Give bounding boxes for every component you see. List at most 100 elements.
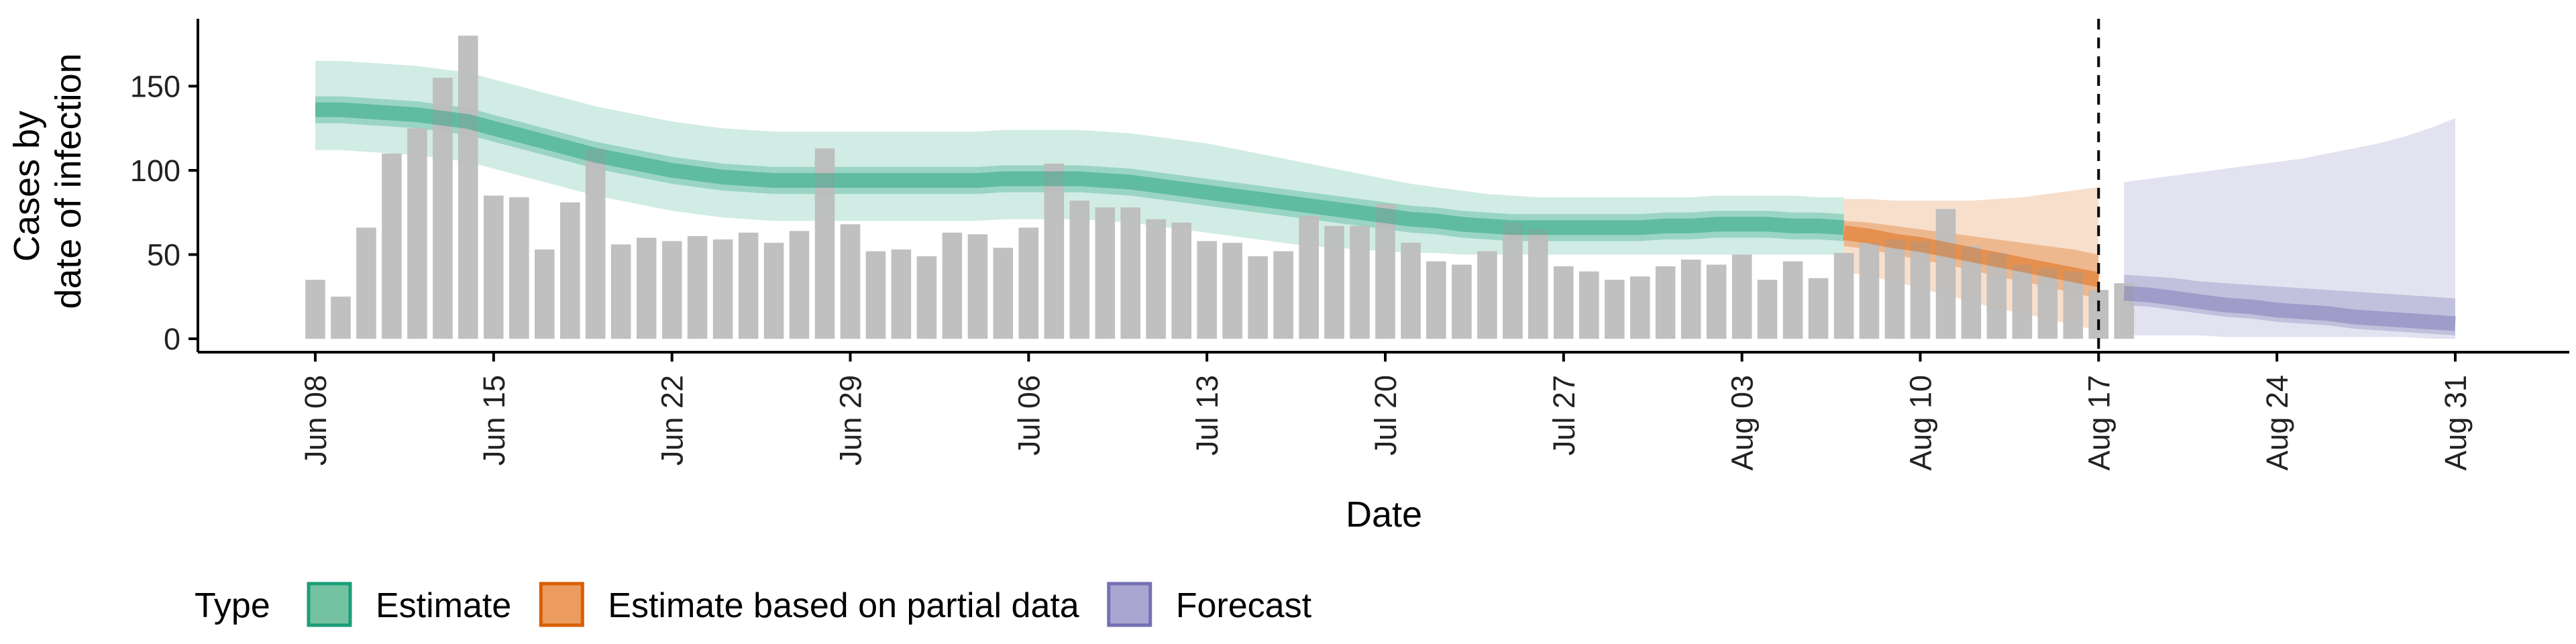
- case-bar: [1018, 227, 1039, 339]
- x-tick-label: Aug 10: [1904, 375, 1938, 471]
- axes: [189, 19, 2569, 362]
- x-tick-label: Jul 20: [1368, 375, 1403, 455]
- y-tick-label: 0: [164, 322, 180, 356]
- case-bar: [916, 256, 937, 339]
- case-bar: [1757, 280, 1778, 339]
- case-bar: [763, 242, 784, 339]
- case-bar: [356, 227, 376, 339]
- estimate-based-on-partial-data-median-line: [1843, 225, 2100, 287]
- case-bar: [1401, 242, 1421, 339]
- case-bar: [789, 231, 810, 339]
- case-bar: [1095, 207, 1116, 339]
- case-bar: [1630, 276, 1650, 339]
- x-tick-labels: Jun 08 Jun 15 Jun 22 Jun 29 Jul 06 Jul 13 Jul …: [299, 375, 2473, 471]
- case-bar: [1120, 207, 1140, 339]
- legend-label: Estimate based on partial data: [608, 586, 1079, 625]
- legend-swatch: [539, 582, 584, 627]
- case-bar: [484, 195, 504, 339]
- y-tick-label: 100: [130, 154, 180, 188]
- case-bar: [891, 249, 912, 339]
- x-axis-title: Date: [1346, 494, 1422, 535]
- y-axis-title-line-1: Cases by: [7, 111, 47, 262]
- case-bar: [509, 197, 529, 339]
- case-bar: [1986, 253, 2007, 339]
- case-bar: [1680, 260, 1701, 339]
- case-bar: [1375, 204, 1395, 339]
- case-bar: [993, 248, 1014, 339]
- y-tick-label: 50: [147, 237, 180, 272]
- case-bar: [1808, 278, 1829, 339]
- ribbon-layer: [315, 60, 2455, 339]
- estimate-median-line: [315, 102, 1845, 235]
- x-tick-label: Jun 15: [477, 375, 511, 466]
- x-tick-label: Aug 24: [2260, 375, 2294, 471]
- bar-layer: [305, 36, 2135, 339]
- case-bar: [738, 232, 759, 339]
- case-bar: [1503, 222, 1523, 339]
- case-bar: [458, 36, 478, 339]
- case-bar: [1222, 242, 1242, 339]
- case-bar: [1044, 163, 1065, 339]
- x-tick-label: Jul 06: [1012, 375, 1046, 455]
- case-bar: [1171, 222, 1191, 339]
- case-bar: [1859, 242, 1880, 339]
- case-bar: [2063, 271, 2084, 339]
- forecast-outer-band: [2124, 118, 2455, 339]
- case-bar: [942, 232, 963, 339]
- case-bar: [1146, 219, 1166, 339]
- case-bar: [1248, 256, 1268, 339]
- case-bar: [1782, 261, 1803, 339]
- legend-label: Forecast: [1176, 586, 1312, 625]
- case-bar: [687, 235, 708, 339]
- case-bar: [712, 239, 733, 339]
- case-bar: [1477, 251, 1497, 339]
- case-bar: [1833, 253, 1854, 339]
- x-tick-label: Jul 13: [1190, 375, 1224, 455]
- case-bar: [2088, 290, 2109, 339]
- y-axis-title: Cases by date of infection: [7, 53, 89, 309]
- case-bar: [535, 249, 555, 339]
- case-bar: [1884, 239, 1905, 339]
- case-bar: [610, 244, 631, 339]
- x-tick-label: Jun 08: [299, 375, 333, 466]
- case-bar: [407, 128, 427, 339]
- x-tick-label: Aug 17: [2082, 375, 2116, 471]
- forecast-inner-band: [2124, 274, 2455, 335]
- case-bar: [1554, 266, 1574, 339]
- legend-title: Type: [195, 586, 270, 625]
- case-bar: [1961, 246, 1982, 339]
- y-tick-label: 150: [130, 69, 180, 103]
- x-tick-label: Jun 29: [834, 375, 868, 466]
- case-bar: [967, 234, 988, 339]
- case-bar: [1069, 201, 1090, 339]
- case-bar: [1706, 264, 1727, 339]
- case-bar: [560, 202, 580, 339]
- case-bar: [1197, 241, 1217, 339]
- y-tick-labels: 0 50 100 150: [130, 69, 180, 356]
- case-bar: [585, 148, 606, 339]
- estimate-outer-band: [315, 60, 1844, 255]
- case-bar: [661, 241, 682, 339]
- median-layer: [315, 102, 2456, 331]
- case-bar: [1935, 209, 1956, 339]
- case-bar: [331, 297, 351, 339]
- case-bar: [1528, 229, 1548, 339]
- case-bar: [840, 224, 861, 339]
- case-bar: [636, 237, 657, 339]
- case-bar: [2037, 268, 2058, 339]
- legend-label: Estimate: [376, 586, 511, 625]
- x-tick-label: Aug 03: [1725, 375, 1760, 471]
- case-bar: [1731, 254, 1752, 339]
- case-bar: [1910, 241, 1931, 339]
- case-bar: [814, 148, 835, 339]
- x-tick-label: Aug 31: [2438, 375, 2473, 471]
- case-bar: [1350, 225, 1370, 339]
- legend-swatch: [307, 582, 352, 627]
- x-tick-label: Jul 27: [1547, 375, 1581, 455]
- case-bar: [1273, 251, 1293, 339]
- case-bar: [865, 251, 886, 339]
- forecast-median-line: [2123, 286, 2456, 331]
- case-bar: [1579, 271, 1599, 339]
- case-bar: [1426, 261, 1446, 339]
